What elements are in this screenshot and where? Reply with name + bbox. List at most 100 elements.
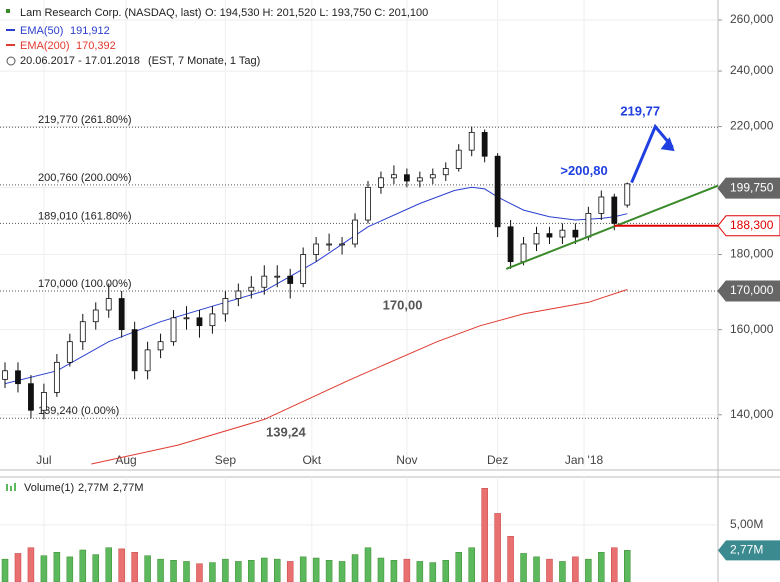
price-tag [718, 540, 780, 561]
candle-body [313, 243, 320, 255]
volume-bar [468, 547, 475, 582]
candle-body [157, 341, 164, 351]
candle-body [287, 275, 294, 284]
volume-bar [299, 556, 307, 582]
candle-body [481, 131, 488, 157]
candle-body [196, 317, 203, 327]
volume-bar [1, 558, 9, 582]
level-label: 170,000 (100.00%) [38, 278, 132, 290]
drawn-line [630, 123, 674, 184]
candle-body [455, 149, 462, 169]
icon [6, 9, 10, 13]
candle-body [416, 177, 423, 182]
clock-icon [6, 56, 16, 66]
candle-body [2, 370, 8, 380]
volume-bar [377, 557, 385, 582]
volume-bar [520, 553, 527, 582]
candle-body [131, 329, 138, 372]
volume-bar [572, 556, 579, 582]
candle-body [611, 196, 618, 224]
annotation: >200,80 [560, 163, 607, 178]
volume-bar [79, 549, 87, 582]
ema-line [4, 186, 628, 385]
volume-bar [546, 558, 553, 582]
arrow-head [660, 137, 675, 152]
candle-body [352, 219, 358, 245]
candle-body [144, 349, 151, 372]
price-label: 199,750 [730, 180, 774, 194]
volume-bar [273, 558, 281, 582]
volume-bar [53, 552, 61, 582]
candle-body [598, 196, 605, 214]
candle-body [66, 341, 73, 363]
candle-body [585, 212, 592, 238]
ema-line [91, 289, 628, 465]
price-tag [717, 215, 780, 237]
candle-body [209, 313, 216, 327]
x-tick-label: Dez [487, 453, 508, 467]
y-tick-label: 260,000 [730, 12, 774, 26]
y-tick-label: 140,000 [730, 407, 774, 421]
y-tick-label: 5,00M [730, 517, 763, 531]
candle-body [429, 174, 436, 179]
candle-body [326, 243, 332, 246]
candle-body [170, 317, 177, 343]
volume-bar [157, 558, 164, 582]
legend-value: 170,392 [76, 40, 116, 52]
volume-bar [507, 536, 514, 582]
candle-body [41, 392, 47, 411]
volume-bar [40, 555, 48, 582]
candle-body [339, 243, 345, 246]
candle-body [274, 275, 281, 278]
volume-bar [183, 561, 190, 582]
candle-body [403, 174, 410, 182]
candle-body [624, 183, 631, 206]
candle-body [520, 243, 527, 263]
level-label: 139,240 (0.00%) [38, 405, 119, 417]
candle-body [559, 229, 566, 238]
volume-bar [235, 561, 242, 582]
volume-bar [261, 557, 268, 582]
volume-bar [131, 552, 138, 582]
volume-bar [222, 558, 229, 582]
period-note: (EST, 7 Monate, 1 Tag) [148, 55, 260, 67]
level-label: 200,760 (200.00%) [38, 172, 132, 184]
candle-body [300, 254, 307, 284]
candle-body [391, 174, 397, 179]
volume-bar [209, 562, 216, 582]
candle-body [442, 168, 449, 176]
legend-value: 191,912 [70, 25, 110, 37]
volume-bar [416, 561, 424, 582]
candle-body [222, 298, 229, 315]
volume-bar [338, 561, 346, 582]
price-label: 2,77M [730, 543, 763, 557]
candle-body [261, 275, 268, 288]
price-label: 170,000 [730, 283, 774, 297]
volume-bar [611, 547, 618, 582]
price-tag [717, 177, 780, 199]
candle-body [183, 317, 190, 320]
volume-bar [170, 560, 177, 582]
volume-bar [585, 558, 592, 582]
y-tick-label: 180,000 [730, 247, 774, 261]
candle-body [248, 286, 255, 292]
volume-bar [442, 560, 450, 582]
volume-bar [559, 561, 566, 582]
volume-bar [390, 560, 398, 582]
legend-name: EMA(200) [20, 40, 70, 52]
volume-bar [286, 561, 294, 582]
candle-body [118, 298, 125, 331]
volume-bar [92, 554, 100, 582]
price-label: 188,300 [730, 218, 774, 232]
volume-bar [455, 552, 462, 582]
icon [14, 483, 16, 491]
annotation: 219,77 [620, 104, 660, 119]
volume-value: 2,77M [78, 482, 109, 494]
candle-body [378, 177, 384, 188]
candle-body [53, 361, 60, 393]
volume-bar [312, 557, 320, 582]
volume-bar [66, 556, 74, 582]
x-tick-label: Nov [396, 453, 417, 467]
drawn-line [505, 184, 719, 270]
